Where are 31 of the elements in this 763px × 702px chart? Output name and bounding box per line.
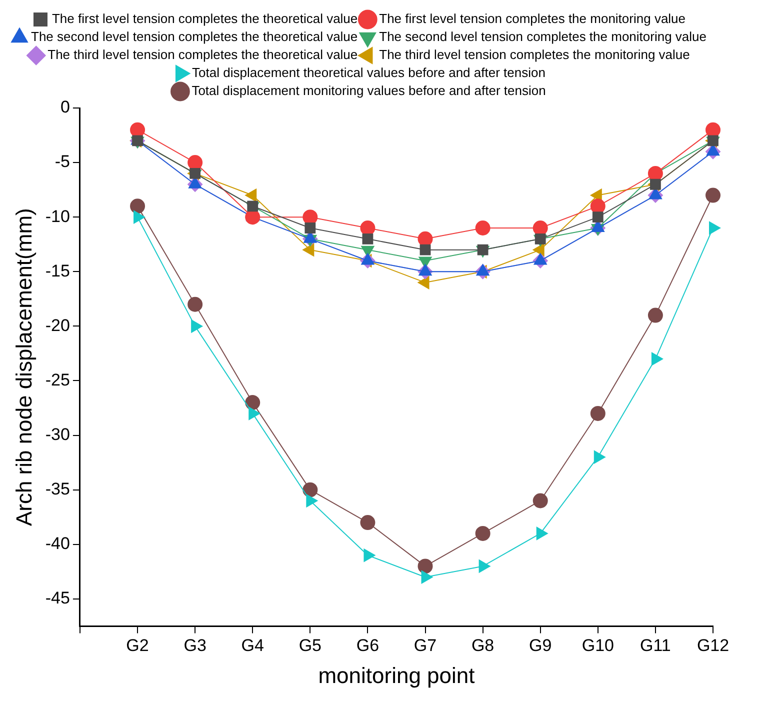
legend-label: The third level tension completes the monitoring value	[379, 47, 690, 62]
x-tick-label: G5	[298, 636, 322, 656]
x-tick-label: G10	[582, 636, 614, 656]
y-axis-title: Arch rib node displacement(mm)	[11, 208, 36, 526]
x-tick-label: G3	[184, 636, 206, 656]
y-tick-label: -35	[45, 480, 70, 499]
y-tick-label: -10	[45, 206, 70, 226]
y-tick-label: -15	[45, 261, 70, 280]
y-tick-label: -20	[45, 316, 70, 335]
y-tick-label: -5	[54, 152, 70, 172]
legend-label: The third level tension completes the theoretical value	[48, 47, 358, 62]
y-tick-label: -40	[45, 534, 70, 554]
x-tick-label: G7	[414, 636, 437, 656]
y-tick-label: -30	[45, 424, 70, 444]
legend-label: The first level tension completes the monitoring value	[379, 11, 686, 26]
x-tick-label: G12	[696, 636, 730, 656]
y-tick-label: -25	[45, 370, 70, 390]
legend-label: The second level tension completes the monitoring value	[379, 29, 706, 44]
x-tick-label: G6	[356, 636, 380, 656]
x-tick-label: G2	[126, 636, 149, 656]
legend-label: Total displacement monitoring values before and after tension	[192, 83, 546, 98]
legend-label: The second level tension completes the theoretical value	[31, 29, 358, 44]
y-tick-label: -45	[45, 588, 70, 608]
y-tick-label: 0	[60, 98, 70, 117]
legend-label: Total displacement theoretical values before and after tension	[192, 65, 546, 80]
x-tick-label: G9	[529, 636, 552, 656]
legend-label: The first level tension completes the theoretical value	[52, 11, 358, 26]
x-tick-label: G8	[471, 636, 494, 656]
x-axis-title: monitoring point	[318, 662, 475, 688]
x-tick-label: G4	[241, 636, 264, 656]
x-tick-label: G11	[640, 636, 671, 656]
